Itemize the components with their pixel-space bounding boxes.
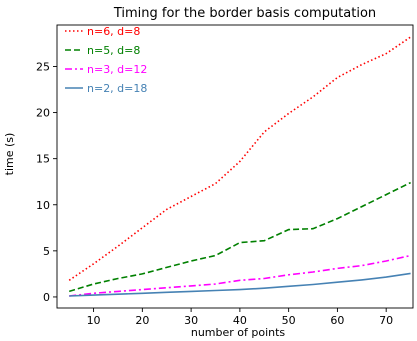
y-tick-label: 25 xyxy=(36,60,50,73)
x-axis-label: number of points xyxy=(191,326,286,339)
series-line-4 xyxy=(69,272,411,297)
x-tick-label: 60 xyxy=(330,314,344,327)
plot-area xyxy=(68,36,412,297)
legend-label-3: n=3, d=12 xyxy=(87,63,147,76)
y-tick-label: 20 xyxy=(36,107,50,120)
y-tick-label: 5 xyxy=(43,245,50,258)
y-axis-label: time (s) xyxy=(3,133,16,176)
series-line-2 xyxy=(68,181,411,293)
plot-frame xyxy=(56,24,414,309)
x-axis: 10 20 30 40 50 60 70 xyxy=(87,308,393,327)
x-tick-label: 50 xyxy=(282,314,296,327)
legend: n=6, d=8 n=5, d=8 n=3, d=12 n=2, d=18 xyxy=(65,25,147,95)
legend-label-2: n=5, d=8 xyxy=(87,44,140,57)
legend-label-1: n=6, d=8 xyxy=(87,25,140,38)
y-tick-label: 15 xyxy=(36,153,50,166)
y-tick-label: 0 xyxy=(43,291,50,304)
x-tick-label: 30 xyxy=(184,314,198,327)
x-tick-label: 20 xyxy=(135,314,149,327)
series-line-1 xyxy=(68,36,412,281)
chart-title: Timing for the border basis computation xyxy=(113,6,376,21)
x-tick-label: 40 xyxy=(233,314,247,327)
series-line-3 xyxy=(69,254,411,297)
x-tick-label: 70 xyxy=(379,314,393,327)
legend-label-4: n=2, d=18 xyxy=(87,82,147,95)
y-tick-label: 10 xyxy=(36,199,50,212)
x-tick-label: 10 xyxy=(87,314,101,327)
y-axis: 0 5 10 15 20 25 xyxy=(36,60,57,304)
